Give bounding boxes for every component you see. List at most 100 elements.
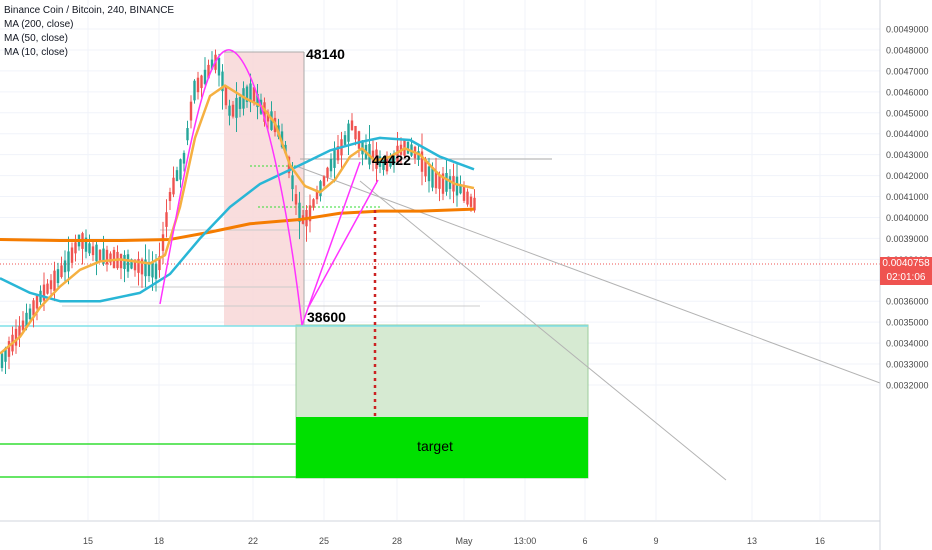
candle-body [193,80,196,101]
candle-body [98,249,102,261]
candle-body [350,120,354,131]
grid [0,0,880,520]
candle-body [462,186,466,201]
x-tick-label: 28 [392,536,402,546]
y-tick-label: 0.0033000 [886,360,929,370]
candle-body [263,102,266,122]
current-price-tag: 0.0040758 [880,257,932,271]
ma200-line [0,207,475,242]
y-tick-label: 0.0048000 [886,45,929,55]
candle-body [466,191,469,205]
candle-body [347,123,350,142]
candle-body [102,248,105,264]
candle-body [7,341,11,357]
y-tick-label: 0.0045000 [886,108,929,118]
candle-body [14,328,18,346]
candle-body [231,104,235,117]
candle-body [25,312,28,327]
candle-body [217,57,221,76]
chart-legend: Binance Coin / Bitcoin, 240, BINANCE MA … [4,4,174,60]
candle-body [326,167,329,178]
candle-body [189,101,193,121]
candle-body [140,259,144,275]
candle-body [469,196,473,207]
candle-body [455,176,459,196]
candle-body [32,300,35,316]
candle-body [154,263,158,279]
candle-body [35,295,39,309]
candle-body [441,173,445,194]
candle-body [109,253,112,263]
candle-body [357,131,361,149]
candle-body [196,77,200,93]
candle-body [336,146,340,161]
y-tick-label: 0.0046000 [886,87,929,97]
candle-body [175,170,179,182]
candle-body [266,112,270,122]
candle-body [315,190,319,200]
candle-body [385,158,389,172]
candle-body [445,172,448,192]
indicator-ma200[interactable]: MA (200, close) [4,19,74,30]
candle-body [378,156,382,167]
candle-body [249,83,252,103]
candle-body [151,262,154,278]
candle-body [224,86,228,106]
candle-body [207,64,210,79]
candle-body [119,253,123,269]
candle-body [459,184,462,194]
candle-body [203,69,207,84]
x-tick-label: 25 [319,536,329,546]
candle-body [4,347,7,362]
moving-averages [0,84,475,355]
y-tick-label: 0.0044000 [886,129,929,139]
candle-body [308,205,312,222]
target-box [296,417,588,478]
y-tick-label: 0.0034000 [886,339,929,349]
candle-body [434,171,438,189]
candle-body [70,247,74,263]
candle-body [105,249,109,265]
label-38600: 38600 [307,309,346,325]
label-44422: 44422 [372,152,411,168]
y-tick-label: 0.0042000 [886,171,929,181]
magenta-line-b [307,179,379,309]
candle-body [42,284,46,301]
candle-body [123,254,126,270]
candle-body [200,75,203,89]
label-48140: 48140 [306,46,345,62]
candle-body [126,254,130,272]
candle-body [74,242,77,254]
candle-body [431,167,434,188]
candle-body [417,151,420,160]
candle-body [130,259,133,269]
candle-body [298,202,301,222]
x-tick-label: 16 [815,536,825,546]
candle-body [420,151,424,172]
drawings-back [0,51,881,481]
candle-body [319,181,322,197]
target-label: target [417,438,453,454]
ma50-line [0,136,475,303]
candle-body [221,71,224,92]
candle-body [95,244,98,262]
indicator-ma50[interactable]: MA (50, close) [4,33,68,44]
candle-body [84,237,88,252]
indicator-ma10[interactable]: MA (10, close) [4,47,68,58]
candle-body [291,175,294,190]
candle-body [172,177,175,195]
candle-body [312,199,315,208]
candle-body [245,86,249,102]
countdown-tag: 02:01:06 [880,271,932,285]
candle-body [60,265,63,278]
x-tick-label: 9 [653,536,658,546]
candle-body [161,234,165,251]
candle-body [375,149,378,169]
candle-body [329,158,333,172]
trendline-lower [359,180,727,481]
x-tick-label: 13 [747,536,757,546]
candle-body [427,166,431,182]
cup-arc [159,49,303,326]
